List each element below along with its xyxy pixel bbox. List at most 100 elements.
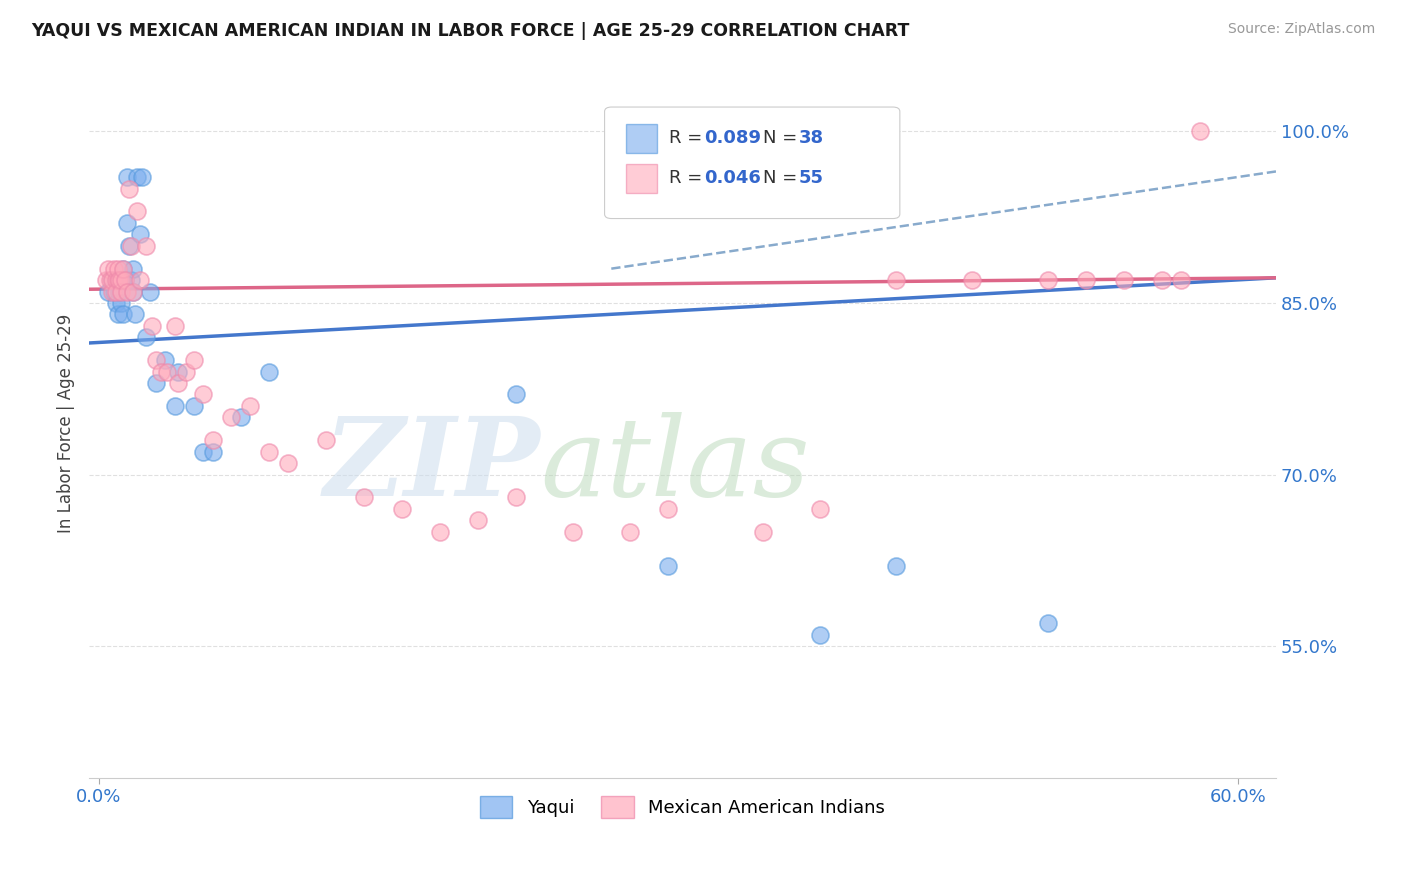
Point <box>121 285 143 299</box>
Point <box>110 273 132 287</box>
Point <box>110 296 132 310</box>
Point <box>174 365 197 379</box>
Point <box>1036 273 1059 287</box>
Point <box>98 273 121 287</box>
Point <box>391 501 413 516</box>
Point <box>163 399 186 413</box>
Point <box>191 444 214 458</box>
Point <box>121 261 143 276</box>
Point <box>562 524 585 539</box>
Point <box>1036 616 1059 631</box>
Point <box>505 491 527 505</box>
Point <box>118 181 141 195</box>
Point <box>163 318 186 333</box>
Text: YAQUI VS MEXICAN AMERICAN INDIAN IN LABOR FORCE | AGE 25-29 CORRELATION CHART: YAQUI VS MEXICAN AMERICAN INDIAN IN LABO… <box>31 22 910 40</box>
Point <box>1074 273 1097 287</box>
Point <box>115 170 138 185</box>
Point <box>191 387 214 401</box>
Text: R =: R = <box>669 129 709 147</box>
Point <box>139 285 162 299</box>
Point <box>221 410 243 425</box>
Point <box>150 365 173 379</box>
Point <box>110 273 132 287</box>
Legend: Yaqui, Mexican American Indians: Yaqui, Mexican American Indians <box>472 789 893 825</box>
Point <box>121 285 143 299</box>
Point <box>1188 124 1211 138</box>
Point <box>107 261 129 276</box>
Point <box>259 444 281 458</box>
Point <box>114 273 136 287</box>
Point <box>201 433 224 447</box>
Point <box>115 216 138 230</box>
Point <box>467 513 489 527</box>
Point <box>657 559 679 574</box>
Point <box>135 330 157 344</box>
Point <box>145 353 167 368</box>
Point <box>960 273 983 287</box>
Point <box>120 273 142 287</box>
Point <box>1112 273 1135 287</box>
Point <box>131 170 153 185</box>
Point <box>108 273 131 287</box>
Point <box>118 239 141 253</box>
Point <box>808 627 831 641</box>
Point <box>124 307 146 321</box>
Point <box>183 353 205 368</box>
Point <box>115 285 138 299</box>
Text: R =: R = <box>669 169 709 187</box>
Point <box>259 365 281 379</box>
Text: N =: N = <box>763 169 803 187</box>
Text: 0.046: 0.046 <box>704 169 761 187</box>
Point <box>125 204 148 219</box>
Text: 38: 38 <box>799 129 824 147</box>
Point <box>96 273 118 287</box>
Point <box>167 365 190 379</box>
Point <box>277 456 299 470</box>
Point <box>315 433 337 447</box>
Point <box>114 273 136 287</box>
Point <box>112 261 135 276</box>
Point <box>112 307 135 321</box>
Point <box>619 524 641 539</box>
Point <box>101 285 124 299</box>
Point <box>125 170 148 185</box>
Point <box>153 353 176 368</box>
Text: atlas: atlas <box>540 412 810 519</box>
Point <box>112 261 135 276</box>
Point <box>107 307 129 321</box>
Point <box>752 524 775 539</box>
Text: ZIP: ZIP <box>323 412 540 519</box>
Point <box>135 239 157 253</box>
Point <box>110 285 132 299</box>
Text: Source: ZipAtlas.com: Source: ZipAtlas.com <box>1227 22 1375 37</box>
Point <box>657 501 679 516</box>
Point <box>201 444 224 458</box>
Point <box>104 296 127 310</box>
Point <box>156 365 179 379</box>
Point <box>129 227 152 242</box>
Point <box>108 285 131 299</box>
Point <box>239 399 262 413</box>
Point <box>108 273 131 287</box>
Text: 55: 55 <box>799 169 824 187</box>
Point <box>97 261 120 276</box>
Point <box>129 273 152 287</box>
Text: N =: N = <box>763 129 803 147</box>
Point <box>141 318 163 333</box>
Point <box>167 376 190 390</box>
Point <box>429 524 451 539</box>
Point <box>103 285 125 299</box>
Point <box>1150 273 1173 287</box>
Point <box>229 410 252 425</box>
Point <box>183 399 205 413</box>
Point <box>353 491 375 505</box>
Point <box>107 273 129 287</box>
Point <box>884 559 907 574</box>
Point <box>104 273 127 287</box>
Point <box>103 261 125 276</box>
Point <box>101 273 124 287</box>
Point <box>145 376 167 390</box>
Point <box>120 239 142 253</box>
Point <box>101 273 124 287</box>
Point <box>104 285 127 299</box>
